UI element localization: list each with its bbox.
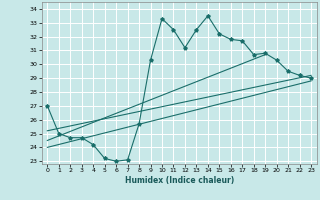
- X-axis label: Humidex (Indice chaleur): Humidex (Indice chaleur): [124, 176, 234, 185]
